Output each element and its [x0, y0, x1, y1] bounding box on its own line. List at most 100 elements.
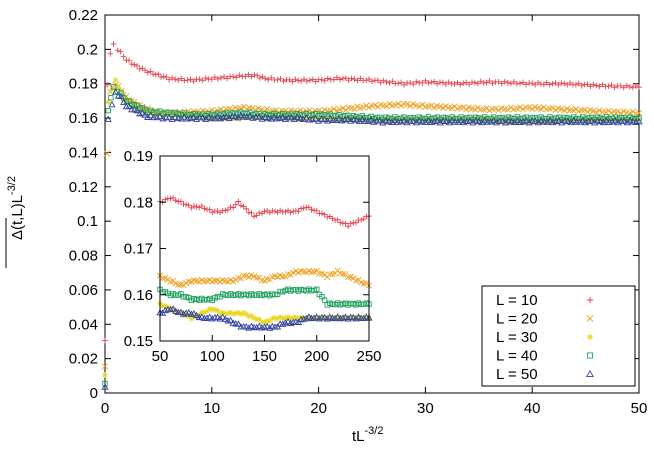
- main-data-point: [342, 113, 348, 119]
- main-data-point: [564, 117, 572, 125]
- inset-data-point: [331, 314, 339, 322]
- main-data-point: [413, 78, 420, 85]
- main-y-tick-label: 0.04: [69, 316, 98, 333]
- main-data-point: [271, 110, 277, 117]
- inset-data-point: [279, 273, 286, 280]
- main-data-point: [374, 114, 380, 121]
- inset-data-point: [321, 313, 329, 321]
- inset-data-point: [243, 311, 250, 317]
- main-data-point: [445, 79, 452, 85]
- main-data-point: [386, 80, 393, 86]
- main-data-point: [391, 116, 399, 124]
- main-data-point: [227, 116, 233, 123]
- main-data-point: [383, 114, 389, 120]
- main-data-point: [455, 117, 461, 124]
- main-data-point: [495, 79, 502, 85]
- main-data-point: [504, 80, 511, 86]
- main-data-point: [158, 74, 164, 80]
- main-x-tick-label: 40: [524, 400, 541, 417]
- main-data-point: [184, 77, 191, 83]
- main-data-point: [392, 117, 398, 124]
- main-data-point: [281, 107, 289, 114]
- main-data-point: [466, 81, 472, 88]
- main-data-point: [442, 117, 450, 124]
- main-data-point: [416, 118, 423, 124]
- main-data-point: [611, 84, 618, 91]
- main-data-point: [370, 118, 378, 125]
- inset-data-point: [258, 277, 266, 284]
- legend: L = 10 L = 20L = 30 L = 40L = 50: [496, 292, 594, 383]
- main-data-point: [112, 77, 119, 83]
- main-data-point: [599, 81, 606, 88]
- main-data-point: [541, 117, 547, 123]
- main-data-point: [410, 116, 416, 123]
- main-data-point: [587, 83, 594, 90]
- main-data-point: [280, 78, 287, 84]
- inset-data-point: [162, 302, 169, 309]
- inset-data-point: [302, 314, 310, 322]
- main-data-point: [358, 115, 366, 123]
- y-axis-label-tail: L: [9, 195, 26, 203]
- main-data-point: [523, 81, 529, 88]
- main-data-point: [454, 118, 462, 125]
- main-data-point: [307, 77, 313, 84]
- main-data-point: [635, 109, 643, 117]
- main-data-point: [421, 118, 429, 125]
- main-data-point: [214, 112, 222, 120]
- main-data-point: [584, 81, 591, 88]
- main-y-tick-label: 0.14: [69, 144, 98, 161]
- inset-data-point: [339, 314, 347, 321]
- main-data-point: [535, 79, 541, 86]
- inset-data-point: [188, 315, 195, 322]
- inset-data-point: [204, 308, 210, 314]
- y-axis-label-sup: -3/2: [6, 176, 18, 195]
- main-data-point: [620, 84, 627, 91]
- legend-marker: [586, 369, 594, 378]
- inset-series-1: [157, 195, 372, 230]
- inset-data-point: [319, 210, 325, 217]
- inset-data-point: [336, 314, 344, 322]
- main-data-point: [295, 77, 302, 84]
- main-data-point: [253, 113, 260, 120]
- main-data-point: [282, 115, 290, 122]
- main-data-point: [236, 115, 242, 122]
- main-data-point: [451, 103, 458, 110]
- inset-data-point: [253, 212, 260, 219]
- main-data-point: [404, 116, 410, 122]
- main-data-point: [105, 107, 111, 114]
- main-data-point: [407, 102, 414, 110]
- inset-data-point: [245, 324, 253, 331]
- main-data-point: [138, 109, 146, 116]
- main-data-point: [460, 104, 467, 111]
- inset-data-point: [298, 205, 304, 212]
- main-data-point: [303, 114, 310, 120]
- main-data-point: [428, 79, 435, 86]
- main-data-point: [237, 111, 245, 119]
- main-data-point: [156, 112, 164, 120]
- main-data-point: [537, 116, 545, 124]
- main-data-point: [475, 80, 481, 87]
- main-data-point: [608, 82, 615, 88]
- main-data-point: [297, 115, 304, 122]
- inset-x-tick-label: 100: [200, 348, 225, 365]
- inset-data-point: [217, 310, 223, 316]
- main-data-point: [324, 75, 331, 82]
- inset-data-point: [212, 306, 218, 313]
- inset-data-point: [314, 286, 320, 293]
- main-data-point: [108, 94, 114, 101]
- main-ticks: 0 10 20 30 40 50 0 0.02 0.04 0.06 0.08 0.1 0.12 0.14 0…: [69, 7, 648, 417]
- main-data-point: [463, 106, 470, 113]
- main-data-point: [457, 81, 464, 88]
- main-data-point: [522, 104, 530, 111]
- inset-ticks: 50 100 150 200 250 0.15 0.16 0.17 0.18 0.19: [124, 148, 382, 365]
- inset-data-point: [272, 208, 278, 215]
- main-data-point: [457, 116, 465, 124]
- main-data-point: [627, 118, 633, 124]
- main-data-point: [382, 116, 390, 124]
- main-data-point: [493, 118, 501, 126]
- main-data-point: [636, 117, 642, 123]
- main-data-point: [342, 106, 349, 114]
- main-data-point: [556, 117, 562, 124]
- main-data-point: [335, 114, 343, 122]
- main-data-point: [594, 114, 601, 120]
